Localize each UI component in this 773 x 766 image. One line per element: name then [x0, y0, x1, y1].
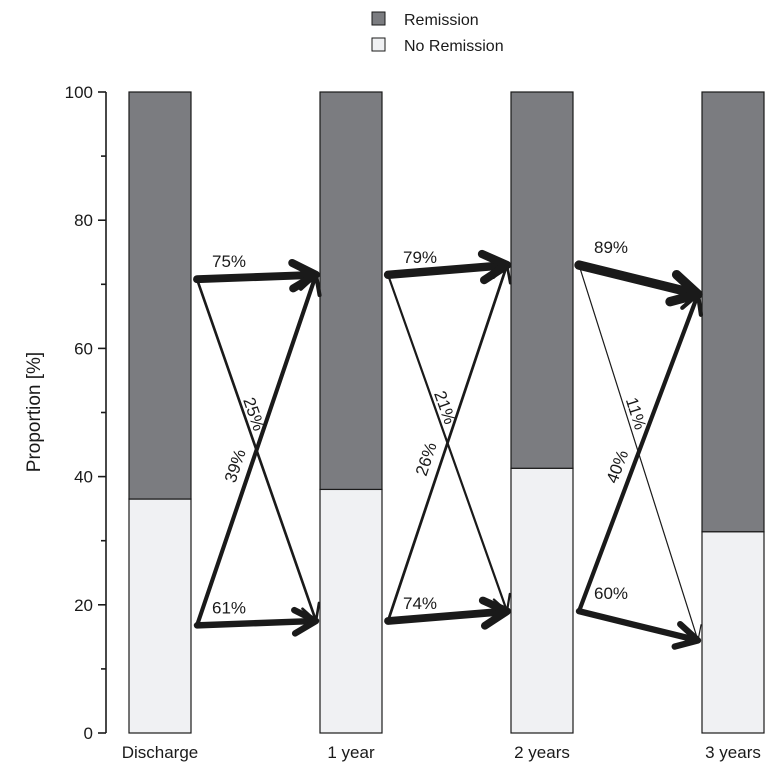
legend-label-no-remission: No Remission	[404, 38, 504, 55]
y-tick-label-40: 40	[74, 468, 93, 487]
transition-label: 11%	[622, 395, 650, 432]
y-tick-label-60: 60	[74, 339, 93, 358]
arrow-head	[298, 272, 322, 298]
y-tick-label-100: 100	[65, 83, 93, 102]
arrow-shaft	[384, 607, 508, 625]
x-tick-label-1-year: 1 year	[327, 743, 375, 762]
bar-discharge-no-remission	[128, 498, 192, 734]
bar-3-years-remission	[701, 91, 765, 533]
arrow-shaft	[574, 260, 700, 299]
y-tick-label-0: 0	[84, 724, 93, 743]
legend-label-remission: Remission	[404, 12, 479, 29]
arrow-shaft	[386, 266, 508, 623]
bar-1-year-no-remission	[319, 488, 383, 734]
bar-discharge-remission	[128, 91, 192, 500]
transition-label: 75%	[212, 252, 246, 271]
arrow-head	[492, 263, 512, 285]
transition-label: 60%	[594, 584, 628, 603]
bar-1-year-remission	[319, 91, 383, 491]
arrow-shaft	[576, 294, 700, 614]
arrow-no-remission-to-remission-1: 39%	[194, 272, 322, 628]
transition-label: 61%	[212, 598, 246, 617]
arrow-head	[671, 620, 702, 650]
y-axis-label: Proportion [%]	[24, 352, 45, 472]
arrow-no-remission-to-no-remission-3: 60%	[575, 584, 702, 650]
x-tick-label-2-years: 2 years	[514, 743, 570, 762]
arrow-no-remission-to-remission-2: 26%	[386, 263, 512, 623]
arrow-shaft	[383, 261, 509, 279]
transition-label: 79%	[403, 248, 437, 267]
arrow-shaft	[575, 608, 699, 643]
arrow-head	[291, 606, 320, 637]
arrow-shaft	[194, 275, 318, 628]
y-tick-label-20: 20	[74, 596, 93, 615]
arrow-no-remission-to-no-remission-2: 74%	[384, 594, 511, 630]
transition-label: 74%	[403, 594, 437, 613]
arrow-no-remission-to-remission-3: 40%	[576, 292, 704, 614]
bar-2-years-no-remission	[510, 467, 574, 734]
legend-swatch-no-remission	[371, 37, 386, 52]
legend: Remission No Remission	[371, 11, 504, 55]
x-tick-label-3-years: 3 years	[705, 743, 761, 762]
x-axis-labels: Discharge 1 year 2 years 3 years	[122, 743, 761, 762]
legend-swatch-remission	[371, 11, 386, 26]
y-axis: 0 20 40 60 80 100	[65, 83, 107, 743]
arrow-head	[680, 292, 704, 317]
bars	[128, 91, 765, 734]
arrow-shaft	[193, 617, 317, 629]
transition-label: 89%	[594, 238, 628, 257]
arrow-no-remission-to-no-remission-1: 61%	[193, 598, 320, 637]
arrow-remission-to-remission-2: 79%	[383, 248, 512, 285]
transition-arrows: 75%25%39%61%79%21%26%74%89%11%40%60%	[193, 238, 704, 650]
arrow-shaft	[193, 270, 317, 284]
arrow-head	[478, 596, 511, 630]
arrow-remission-to-remission-1: 75%	[193, 252, 320, 293]
y-tick-label-80: 80	[74, 211, 93, 230]
bar-2-years-remission	[510, 91, 574, 469]
bar-3-years-no-remission	[701, 531, 765, 734]
arrow-remission-to-remission-3: 89%	[574, 238, 703, 307]
x-tick-label-discharge: Discharge	[122, 743, 199, 762]
